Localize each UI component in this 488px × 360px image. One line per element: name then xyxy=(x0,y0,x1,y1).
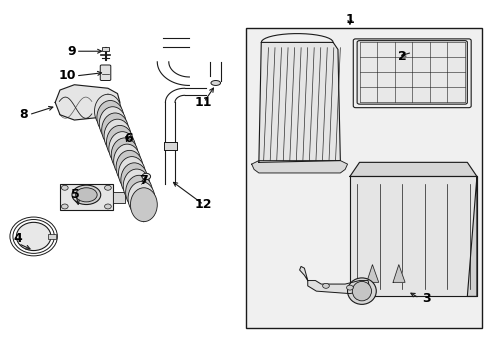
Bar xyxy=(102,47,109,50)
Ellipse shape xyxy=(111,138,138,172)
Ellipse shape xyxy=(125,175,152,209)
Polygon shape xyxy=(55,85,120,120)
Polygon shape xyxy=(366,265,378,282)
Polygon shape xyxy=(392,265,404,282)
Circle shape xyxy=(61,185,68,190)
Polygon shape xyxy=(258,42,340,162)
Bar xyxy=(112,192,124,203)
Polygon shape xyxy=(349,176,476,296)
Polygon shape xyxy=(299,266,307,280)
Ellipse shape xyxy=(104,119,131,153)
Text: 4: 4 xyxy=(14,232,22,245)
Ellipse shape xyxy=(113,144,140,178)
Bar xyxy=(48,234,56,239)
Ellipse shape xyxy=(94,94,121,128)
Text: 6: 6 xyxy=(124,132,133,145)
Ellipse shape xyxy=(123,169,150,203)
Ellipse shape xyxy=(72,185,101,204)
Ellipse shape xyxy=(76,188,97,202)
Ellipse shape xyxy=(347,278,376,304)
Text: 3: 3 xyxy=(421,292,429,305)
Polygon shape xyxy=(349,162,476,176)
Ellipse shape xyxy=(210,81,220,85)
Text: 12: 12 xyxy=(195,198,212,211)
Text: 10: 10 xyxy=(58,69,76,82)
Text: 8: 8 xyxy=(19,108,27,121)
Circle shape xyxy=(322,283,328,288)
Ellipse shape xyxy=(351,282,371,301)
Bar xyxy=(245,28,481,328)
Ellipse shape xyxy=(102,113,128,147)
Bar xyxy=(60,184,112,210)
Bar xyxy=(163,142,177,150)
Text: 9: 9 xyxy=(67,45,76,58)
Ellipse shape xyxy=(128,181,155,215)
Text: 2: 2 xyxy=(397,50,406,63)
FancyBboxPatch shape xyxy=(100,65,111,81)
Text: 7: 7 xyxy=(139,174,148,186)
Ellipse shape xyxy=(118,157,145,190)
Text: 11: 11 xyxy=(195,96,212,109)
Circle shape xyxy=(104,185,111,190)
Polygon shape xyxy=(307,280,368,294)
Polygon shape xyxy=(467,176,476,296)
Ellipse shape xyxy=(99,107,126,141)
Ellipse shape xyxy=(17,222,51,251)
Text: 1: 1 xyxy=(345,13,354,26)
Circle shape xyxy=(346,285,352,290)
Ellipse shape xyxy=(142,173,150,180)
Ellipse shape xyxy=(116,150,142,184)
Ellipse shape xyxy=(106,125,133,159)
Text: 5: 5 xyxy=(71,188,80,201)
Ellipse shape xyxy=(109,132,136,166)
Polygon shape xyxy=(251,161,347,173)
Ellipse shape xyxy=(130,188,157,222)
Ellipse shape xyxy=(121,163,147,197)
Circle shape xyxy=(61,204,68,209)
FancyBboxPatch shape xyxy=(356,41,467,104)
Circle shape xyxy=(104,204,111,209)
Ellipse shape xyxy=(97,100,123,134)
